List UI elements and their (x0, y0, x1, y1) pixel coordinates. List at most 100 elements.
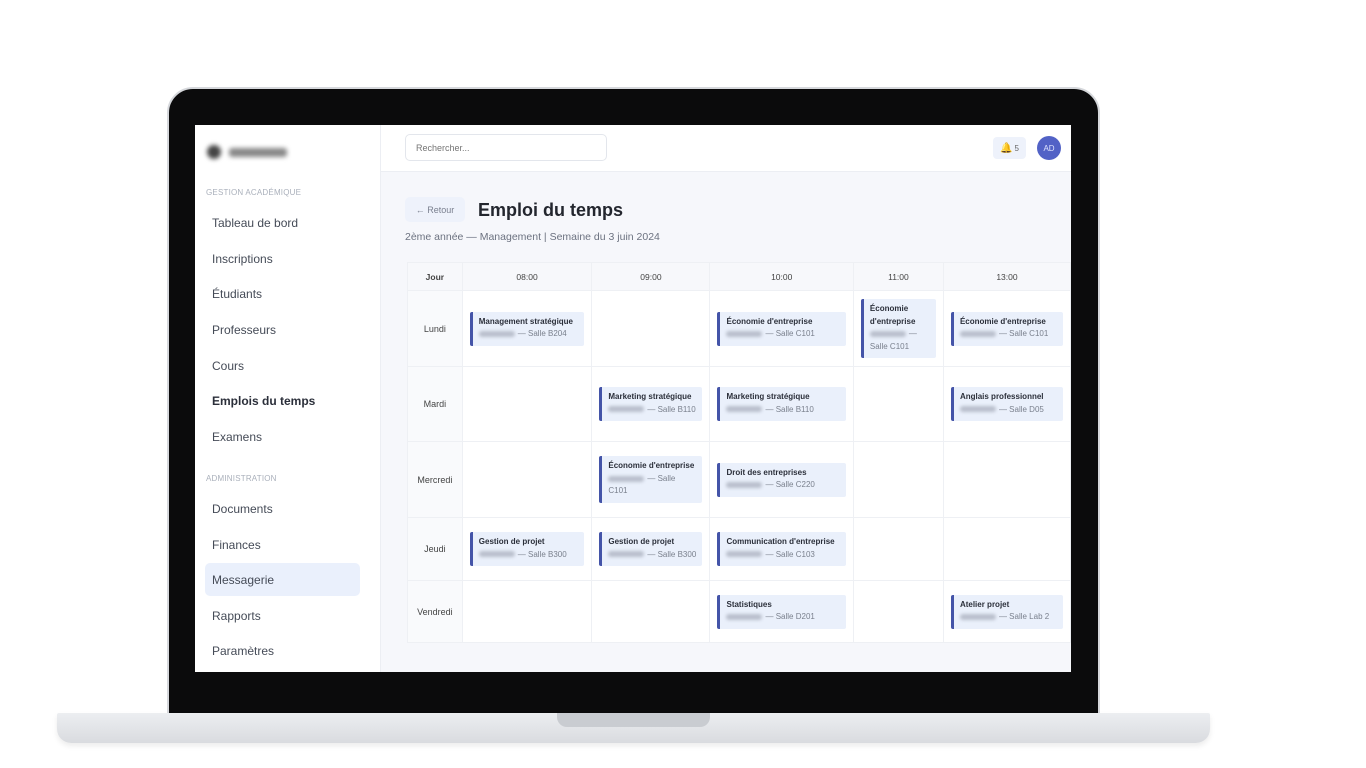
teacher-name-blurred (726, 481, 763, 488)
sidebar-item-messagerie[interactable]: Messagerie (205, 563, 360, 596)
timeslot-cell[interactable]: Économie d'entreprise — Salle C101 (942, 290, 1071, 367)
course-room: — Salle B110 (647, 404, 696, 414)
teacher-name-blurred (478, 551, 515, 558)
course-details: — Salle B300 (608, 549, 696, 562)
timeslot-cell[interactable] (942, 441, 1071, 518)
course-details: — Salle C101 (869, 328, 930, 353)
timeslot-cell[interactable]: Gestion de projet — Salle B300 (461, 517, 593, 581)
app-logo[interactable] (207, 145, 287, 159)
course-title: Gestion de projet (608, 537, 675, 546)
course-title: Marketing stratégique (608, 392, 692, 401)
timeslot-cell[interactable] (852, 517, 944, 581)
course-card[interactable]: Gestion de projet — Salle B300 (469, 532, 585, 566)
course-details: — Salle B110 (726, 404, 839, 417)
timeslot-cell[interactable]: Droit des entreprises — Salle C220 (709, 441, 854, 518)
timeslot-cell[interactable] (461, 366, 593, 442)
timeslot-cell[interactable]: Économie d'entreprise — Salle C101 (591, 441, 711, 518)
teacher-name-blurred (608, 406, 645, 413)
app-screen: GESTION ACADÉMIQUE Tableau de bord Inscrip… (195, 125, 1071, 672)
table-row: Mardi Marketing stratégique — Salle B110 Ma… (407, 366, 1071, 442)
sidebar-item-finances[interactable]: Finances (212, 537, 261, 552)
table-row: Lundi Management stratégique — Salle B204 É… (407, 290, 1071, 367)
course-card[interactable]: Marketing stratégique — Salle B110 (717, 387, 846, 421)
course-card[interactable]: Gestion de projet — Salle B300 (599, 532, 703, 566)
course-card[interactable]: Économie d'entreprise — Salle C101 (950, 311, 1063, 346)
course-title: Économie d'entreprise (869, 304, 916, 326)
back-button[interactable]: ← Retour (405, 197, 465, 222)
sidebar-section-label: ADMINISTRATION (206, 474, 277, 483)
sidebar-item-etudiants[interactable]: Étudiants (212, 286, 263, 301)
sidebar-item-documents[interactable]: Documents (212, 501, 273, 516)
column-header-time: 11:00 (852, 262, 944, 291)
timeslot-cell[interactable]: Économie d'entreprise — Salle C101 (709, 290, 854, 367)
course-room: — Salle C103 (765, 549, 815, 559)
teacher-name-blurred (726, 330, 763, 337)
column-header-time: 09:00 (591, 262, 711, 291)
table-row: Jeudi Gestion de projet — Salle B300 Gestio… (407, 517, 1071, 581)
course-title: Économie d'entreprise (608, 461, 695, 471)
sidebar-item-professeurs[interactable]: Professeurs (212, 322, 277, 337)
timeslot-cell[interactable] (942, 517, 1071, 581)
timeslot-cell[interactable]: Atelier projet — Salle Lab 2 (942, 580, 1071, 643)
day-label: Mardi (407, 366, 463, 442)
course-details: — Salle D05 (959, 404, 1057, 417)
timeslot-cell[interactable]: Marketing stratégique — Salle B110 (709, 366, 854, 442)
notifications-button[interactable]: 🔔 5 (993, 137, 1026, 159)
course-card[interactable]: Management stratégique — Salle B204 (469, 311, 585, 346)
teacher-name-blurred (726, 613, 763, 620)
timeslot-cell[interactable] (591, 580, 711, 643)
course-card[interactable]: Économie d'entreprise — Salle C101 (860, 299, 936, 358)
course-room: — Salle B300 (517, 549, 567, 559)
course-card[interactable]: Atelier projet — Salle Lab 2 (950, 594, 1063, 629)
course-title: Gestion de projet (478, 537, 545, 546)
timeslot-cell[interactable]: Gestion de projet — Salle B300 (591, 517, 711, 581)
sidebar-item-inscriptions[interactable]: Inscriptions (212, 251, 273, 266)
sidebar-item-parametres[interactable]: Paramètres (212, 643, 275, 658)
teacher-name-blurred (608, 475, 645, 482)
course-card[interactable]: Marketing stratégique — Salle B110 (599, 387, 703, 421)
timeslot-cell[interactable]: Économie d'entreprise — Salle C101 (852, 290, 944, 367)
timeslot-cell[interactable] (852, 580, 944, 643)
timeslot-cell[interactable]: Anglais professionnel — Salle D05 (942, 366, 1071, 442)
course-card[interactable]: Anglais professionnel — Salle D05 (950, 387, 1063, 421)
timeslot-cell[interactable]: Statistiques — Salle D201 (709, 580, 854, 643)
sidebar-item-emplois-du-temps[interactable]: Emplois du temps (212, 393, 316, 408)
course-card[interactable]: Droit des entreprises — Salle C220 (717, 462, 846, 497)
search-input[interactable] (405, 134, 607, 161)
course-details: — Salle D201 (726, 611, 839, 624)
avatar[interactable]: AD (1037, 136, 1061, 160)
course-title: Droit des entreprises (726, 467, 807, 477)
timeslot-cell[interactable]: Marketing stratégique — Salle B110 (591, 366, 711, 442)
timeslot-cell[interactable] (461, 580, 593, 643)
day-label: Mercredi (407, 441, 463, 518)
course-card[interactable]: Statistiques — Salle D201 (717, 594, 846, 629)
timeslot-cell[interactable] (852, 441, 944, 518)
teacher-name-blurred (726, 551, 763, 558)
course-card[interactable]: Économie d'entreprise — Salle C101 (599, 456, 703, 503)
sidebar: GESTION ACADÉMIQUE Tableau de bord Inscrip… (195, 125, 381, 672)
timeslot-cell[interactable] (591, 290, 711, 367)
sidebar-item-examens[interactable]: Examens (212, 429, 263, 444)
course-details: — Salle C101 (959, 328, 1057, 341)
timeslot-cell[interactable] (461, 441, 593, 518)
sidebar-section-label: GESTION ACADÉMIQUE (206, 188, 302, 197)
timeslot-cell[interactable] (852, 366, 944, 442)
course-title: Marketing stratégique (726, 392, 810, 401)
column-header-time: 08:00 (461, 262, 593, 291)
sidebar-item-cours[interactable]: Cours (212, 358, 245, 373)
timeslot-cell[interactable]: Management stratégique — Salle B204 (461, 290, 593, 367)
course-details: — Salle B204 (478, 328, 579, 341)
course-card[interactable]: Communication d'entreprise — Salle C103 (717, 532, 846, 566)
sidebar-item-rapports[interactable]: Rapports (212, 608, 261, 623)
table-row: Vendredi Statistiques — Salle D201 Atelier … (407, 580, 1071, 643)
course-title: Atelier projet (959, 599, 1010, 609)
course-details: — Salle C220 (726, 479, 839, 492)
timeslot-cell[interactable]: Communication d'entreprise — Salle C103 (709, 517, 854, 581)
course-room: — Salle D201 (765, 612, 815, 621)
sidebar-item-tableau-de-bord[interactable]: Tableau de bord (212, 215, 299, 230)
course-card[interactable]: Économie d'entreprise — Salle C101 (717, 311, 846, 346)
course-details: — Salle B300 (478, 549, 579, 562)
teacher-name-blurred (959, 406, 996, 413)
logo-text-blurred (229, 147, 287, 157)
course-details: — Salle C101 (726, 328, 839, 341)
